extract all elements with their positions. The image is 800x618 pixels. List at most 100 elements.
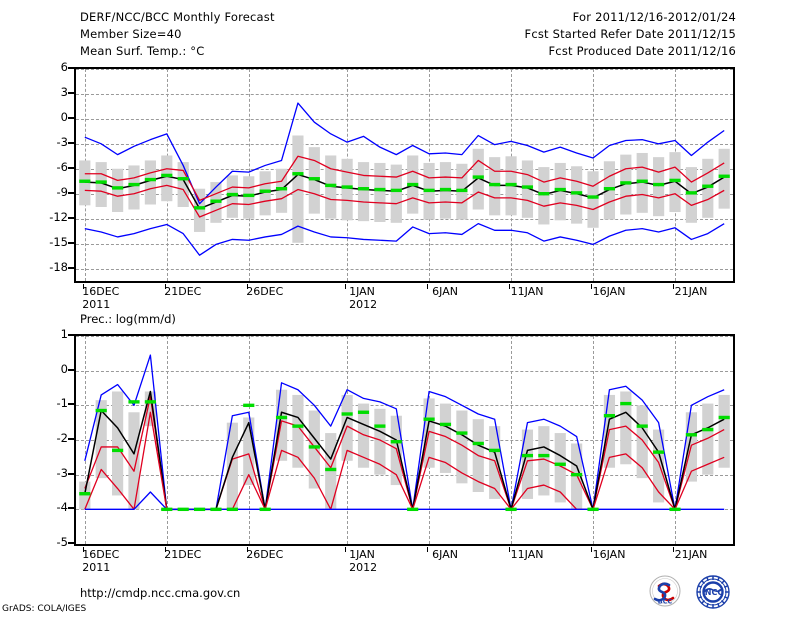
- range-bar: [554, 433, 566, 503]
- y-axis-tick: [68, 542, 74, 544]
- range-bar: [357, 162, 370, 222]
- temp-y-axis: 6 3 0 -3 -6 -9 -12 -15 -18: [24, 60, 74, 283]
- x-axis-tick-label: 1JAN 2012: [349, 548, 378, 574]
- range-bar: [472, 148, 484, 210]
- y-axis-tick: [68, 403, 74, 406]
- x-axis-tick-label: 21JAN: [674, 285, 708, 298]
- ncc-logo-text: NCC: [705, 588, 724, 597]
- y-axis-tick-label: 0: [60, 109, 68, 124]
- y-axis-tick-label: -12: [49, 209, 68, 224]
- x-axis-tick-label: 16JAN: [592, 548, 626, 561]
- y-axis-tick-label: -5: [56, 535, 68, 549]
- x-axis-tick: [164, 547, 166, 552]
- x-axis-tick: [509, 547, 511, 552]
- gridline-horizontal: [76, 69, 733, 70]
- range-bar: [538, 426, 550, 496]
- range-bar: [259, 171, 271, 216]
- range-bar: [275, 389, 288, 461]
- x-axis-tick-label: 11JAN: [510, 285, 544, 298]
- page-title: DERF/NCC/BCC Monthly Forecast: [80, 10, 275, 24]
- range-bar: [636, 405, 648, 479]
- range-bar: [702, 158, 714, 218]
- ncc-logo: NCC: [693, 572, 733, 612]
- bcc-logo: BCC: [645, 572, 685, 612]
- x-axis-tick-label: 21DEC: [164, 548, 202, 561]
- range-bar: [341, 158, 353, 221]
- x-axis-tick: [673, 284, 674, 289]
- gridline-horizontal: [76, 336, 733, 337]
- range-bar: [439, 403, 452, 473]
- prec-variable-label: Prec.: log(mm/d): [80, 312, 176, 326]
- range-bar: [538, 167, 550, 225]
- range-bar: [144, 160, 156, 205]
- range-bar: [161, 155, 173, 202]
- gridline-vertical: [675, 336, 676, 544]
- range-bar: [653, 429, 665, 503]
- range-bar: [554, 162, 566, 221]
- x-axis-tick-label: 1JAN 2012: [349, 285, 378, 311]
- range-bar: [653, 157, 665, 217]
- y-axis-tick: [68, 241, 74, 244]
- y-axis-tick-label: -3: [56, 465, 68, 480]
- range-bar: [95, 162, 107, 207]
- range-bar: [226, 422, 238, 510]
- gridline-horizontal: [76, 440, 733, 441]
- x-axis-tick: [82, 284, 84, 289]
- y-axis-tick-label: 1: [60, 327, 68, 341]
- temperature-chart: [74, 67, 735, 283]
- range-bar: [374, 408, 386, 475]
- y-axis-tick: [68, 116, 74, 119]
- website-url[interactable]: http://cmdp.ncc.cma.gov.cn: [80, 586, 241, 600]
- y-axis-tick-label: -2: [56, 431, 68, 445]
- x-axis-tick-label: 26DEC: [246, 285, 284, 298]
- range-bar: [374, 162, 386, 222]
- gridline-vertical: [248, 69, 250, 281]
- range-bars: [79, 135, 730, 243]
- temp-data-layer: [79, 102, 730, 256]
- range-bar: [718, 394, 730, 468]
- gridline-horizontal: [76, 193, 733, 195]
- y-axis-tick-label: -6: [56, 159, 68, 174]
- x-axis-tick: [673, 547, 674, 552]
- fcst-started-label: Fcst Started Refer Date 2011/12/15: [524, 27, 736, 41]
- x-axis-tick: [591, 284, 593, 289]
- x-axis-tick: [427, 547, 429, 552]
- range-bar: [226, 175, 238, 218]
- y-axis-tick: [68, 368, 74, 371]
- y-axis-tick-label: -4: [56, 500, 68, 515]
- gridline-vertical: [84, 336, 86, 544]
- range-bar: [685, 167, 697, 223]
- prec-x-axis: 16DEC 2011 21DEC 26DEC 1JAN 2012 6JAN 11JAN 16JA…: [74, 547, 735, 582]
- y-axis-tick-label: 6: [60, 60, 68, 74]
- range-bar: [112, 391, 124, 496]
- x-axis-tick: [509, 284, 511, 289]
- range-bar: [243, 176, 255, 219]
- y-axis-tick: [68, 438, 74, 440]
- bcc-logo-text: BCC: [658, 598, 673, 606]
- temp-x-axis: 16DEC 2011 21DEC 26DEC 1JAN 2012 6JAN 11JAN 16JA…: [74, 284, 735, 319]
- range-bar: [521, 429, 534, 499]
- series-line-mean: [84, 173, 725, 210]
- x-axis-tick: [345, 284, 347, 289]
- range-bar: [292, 394, 304, 468]
- y-axis-tick: [68, 334, 74, 336]
- gridline-horizontal: [76, 370, 733, 372]
- y-axis-tick: [68, 141, 74, 144]
- range-bar: [587, 171, 599, 228]
- x-axis-tick-label: 6JAN: [432, 285, 458, 298]
- y-axis-tick-label: -18: [49, 259, 68, 274]
- x-axis-tick: [246, 284, 248, 289]
- gridline-horizontal: [76, 168, 733, 170]
- range-bar: [325, 433, 337, 510]
- y-axis-tick: [68, 91, 74, 94]
- prec-data-layer: [79, 354, 730, 512]
- range-bar: [620, 391, 632, 465]
- range-bar: [193, 188, 206, 232]
- range-bar: [718, 148, 730, 209]
- y-axis-tick: [68, 166, 74, 169]
- y-axis-tick: [68, 216, 74, 219]
- grads-credit: GrADS: COLA/IGES: [2, 604, 87, 614]
- x-axis-tick-label: 6JAN: [432, 548, 458, 561]
- forecast-range-label: For 2011/12/16-2012/01/24: [572, 10, 736, 24]
- gridline-vertical: [593, 336, 595, 544]
